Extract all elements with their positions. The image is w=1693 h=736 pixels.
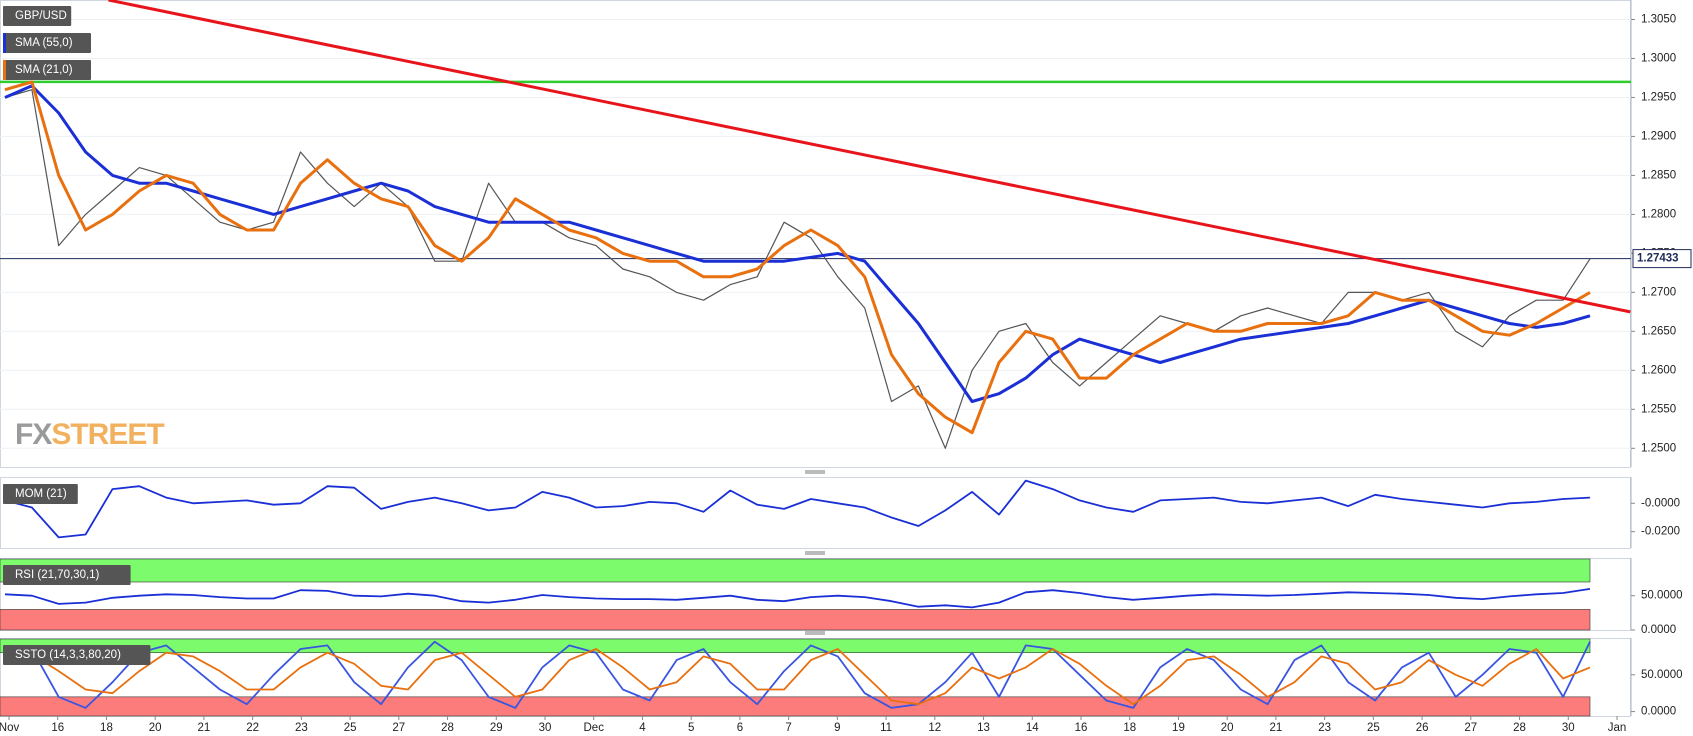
y-tick-label: 0.0000: [1641, 706, 1676, 718]
last-price-box: [1632, 249, 1692, 269]
x-tick-label: 27: [392, 722, 405, 734]
y-tick-label: 1.3000: [1641, 53, 1676, 65]
x-tick-label: Dec: [584, 722, 605, 734]
panel: 50.0000 0.0000: [0, 558, 1683, 636]
x-tick-label: 13: [977, 722, 990, 734]
y-tick-label: 1.2900: [1641, 130, 1676, 142]
legend-label: MOM (21): [15, 488, 67, 500]
logo-fx: FX: [15, 418, 52, 451]
x-tick-label: 22: [246, 722, 259, 734]
x-tick-label: 23: [295, 722, 308, 734]
y-tick-label: 1.2700: [1641, 286, 1676, 298]
oversold-band: [0, 609, 1591, 631]
logo: FXSTREET: [15, 418, 164, 451]
y-tick-label: 1.2800: [1641, 208, 1676, 220]
x-tick-label: 19: [1172, 722, 1185, 734]
x-tick-label: 7: [785, 722, 791, 734]
x-tick-label: 21: [198, 722, 211, 734]
indicator-line: [4, 640, 1591, 709]
x-tick-label: 6: [737, 722, 743, 734]
indicator-line: [4, 588, 1591, 609]
y-tick-label: 1.2950: [1641, 91, 1676, 103]
x-tick-label: 25: [344, 722, 357, 734]
legend-box: [3, 33, 91, 53]
panel: 1.25001.25501.26001.26501.27001.27501.28…: [0, 0, 1692, 468]
x-tick-label: 18: [100, 722, 113, 734]
y-tick-label: 1.2550: [1641, 403, 1676, 415]
legend-box: [3, 645, 151, 665]
x-tick-label: 16: [1075, 722, 1088, 734]
x-tick-label: 28: [441, 722, 454, 734]
last-price-label: 1.27433: [1637, 253, 1679, 265]
x-tick-label: 30: [539, 722, 552, 734]
x-tick-label: 30: [1562, 722, 1575, 734]
price-line: [4, 89, 1591, 449]
x-tick-label: 9: [834, 722, 840, 734]
y-tick-label: 1.2500: [1641, 442, 1676, 454]
indicator-line: [4, 648, 1591, 706]
legend-swatch: [3, 60, 6, 80]
x-tick-label: 25: [1367, 722, 1380, 734]
legend-box: [3, 6, 72, 26]
panel-handle: [805, 551, 825, 555]
legend-box: [3, 565, 131, 585]
x-tick-label: 18: [1123, 722, 1136, 734]
panel: 50.0000 0.0000: [0, 638, 1683, 718]
x-tick-label: 12: [928, 722, 941, 734]
overbought-band: [0, 638, 1591, 654]
x-tick-label: 23: [1318, 722, 1331, 734]
legend-box: [3, 60, 91, 80]
oversold-band: [0, 696, 1591, 717]
legend-label: RSI (21,70,30,1): [15, 569, 100, 581]
x-tick-label: 28: [1513, 722, 1526, 734]
panel-handle: [805, 470, 825, 474]
legend-label: SMA (55,0): [15, 37, 73, 49]
x-tick-label: 26: [1416, 722, 1429, 734]
x-tick-label: 4: [639, 722, 646, 734]
y-tick-label: -0.0000: [1641, 497, 1680, 509]
panel-handle: [805, 631, 825, 635]
y-tick-label: 50.0000: [1641, 669, 1683, 681]
x-tick-label: 20: [149, 722, 162, 734]
indicator-line: [4, 479, 1591, 539]
y-tick-label: 1.2850: [1641, 169, 1676, 181]
x-tick-label: 5: [688, 722, 694, 734]
y-tick-label: 0.0000: [1641, 624, 1676, 636]
x-tick-label: 20: [1221, 722, 1234, 734]
legend-label: SMA (21,0): [15, 64, 73, 76]
legend-label: SSTO (14,3,3,80,20): [15, 649, 121, 661]
x-tick-label: 16: [51, 722, 64, 734]
legend-label: GBP/USD: [15, 10, 67, 22]
logo-street: STREET: [51, 418, 164, 451]
y-tick-label: 50.0000: [1641, 590, 1683, 602]
overbought-band: [0, 558, 1591, 583]
y-tick-label: 1.2600: [1641, 364, 1676, 376]
indicator-line: [4, 80, 1591, 435]
x-tick-label: 11: [880, 722, 892, 734]
y-tick-label: 1.3050: [1641, 14, 1676, 26]
y-tick-label: -0.0200: [1641, 526, 1680, 538]
y-tick-label: 1.2650: [1641, 325, 1676, 337]
x-tick-label: 29: [490, 722, 503, 734]
panel: -0.0000 -0.0200: [0, 477, 1680, 549]
x-tick-label: 27: [1464, 722, 1477, 734]
x-tick-label: Jan: [1608, 722, 1627, 734]
legend-swatch: [3, 33, 6, 53]
x-tick-label: 21: [1270, 722, 1283, 734]
trend-line: [108, 0, 1631, 314]
indicator-line: [4, 84, 1591, 403]
x-tick-label: Nov: [0, 722, 19, 734]
x-tick-label: 14: [1026, 722, 1039, 734]
legend-box: [3, 484, 78, 504]
